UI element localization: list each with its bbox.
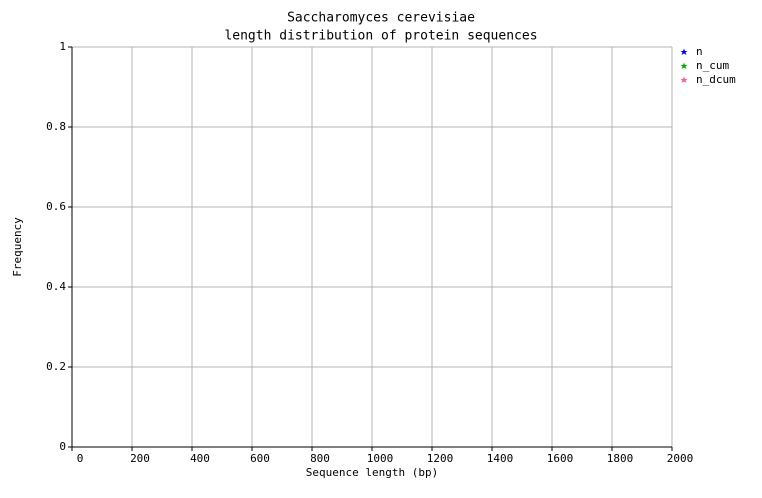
y-tick-label: 0.4: [46, 280, 66, 293]
x-tick-label: 1400: [487, 452, 514, 465]
y-tick-label: 0.8: [46, 120, 66, 133]
legend-label: n_dcum: [696, 73, 736, 86]
x-axis-label: Sequence length (bp): [306, 466, 438, 479]
chart-subtitle: length distribution of protein sequences: [224, 29, 537, 44]
x-tick-label: 800: [310, 452, 330, 465]
x-tick-label: 1000: [367, 452, 394, 465]
legend-marker: [680, 62, 688, 69]
legend-label: n_cum: [696, 59, 729, 72]
x-tick-label: 2000: [667, 452, 694, 465]
x-tick-label: 1600: [547, 452, 574, 465]
y-tick-label: 1: [59, 40, 66, 53]
legend-marker: [680, 76, 688, 83]
x-tick-label: 0: [77, 452, 84, 465]
x-tick-label: 200: [130, 452, 150, 465]
y-tick-label: 0.6: [46, 200, 66, 213]
legend-marker: [680, 48, 688, 55]
y-tick-label: 0: [59, 440, 66, 453]
x-tick-label: 1800: [607, 452, 634, 465]
y-axis-label: Frequency: [11, 217, 24, 277]
x-tick-label: 600: [250, 452, 270, 465]
x-tick-label: 1200: [427, 452, 454, 465]
y-tick-label: 0.2: [46, 360, 66, 373]
x-tick-label: 400: [190, 452, 210, 465]
legend-label: n: [696, 45, 703, 58]
chart-title: Saccharomyces cerevisiae: [287, 11, 475, 26]
